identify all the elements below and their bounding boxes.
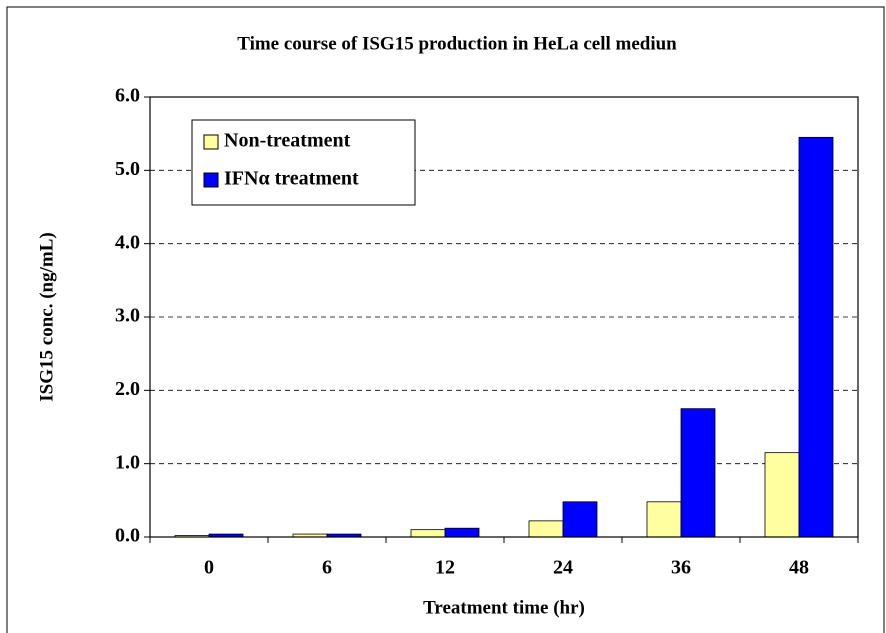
y-tick-label: 2.0 — [115, 378, 140, 400]
plot-border — [149, 96, 859, 538]
y-axis-title: ISG15 conc. (ng/mL) — [36, 232, 57, 401]
x-axis-title: Treatment time (hr) — [423, 597, 585, 618]
legend-swatch — [203, 172, 219, 188]
x-tick-label: 6 — [322, 557, 332, 579]
bar — [528, 520, 564, 538]
y-tick-label: 4.0 — [115, 231, 140, 253]
bar — [410, 529, 446, 538]
y-tick-label: 5.0 — [115, 158, 140, 180]
x-tick-label: 24 — [553, 557, 573, 579]
y-tick-label: 6.0 — [115, 85, 140, 107]
y-tick-label: 0.0 — [115, 525, 140, 547]
bar — [680, 408, 716, 538]
bar — [798, 136, 834, 538]
bar — [764, 452, 800, 538]
legend-box — [191, 119, 416, 206]
legend-swatch — [203, 134, 219, 150]
y-tick-label: 3.0 — [115, 305, 140, 327]
y-tick-label: 1.0 — [115, 451, 140, 473]
x-tick-label: 36 — [671, 557, 691, 579]
legend-label: IFNα treatment — [224, 168, 359, 190]
bar — [646, 501, 682, 538]
bar — [444, 527, 480, 538]
x-tick-label: 48 — [789, 557, 809, 579]
x-tick-label: 0 — [204, 557, 214, 579]
bar — [562, 501, 598, 538]
x-tick-label: 12 — [435, 557, 455, 579]
legend-label: Non-treatment — [224, 130, 351, 152]
chart-title: Time course of ISG15 production in HeLa … — [237, 33, 677, 54]
